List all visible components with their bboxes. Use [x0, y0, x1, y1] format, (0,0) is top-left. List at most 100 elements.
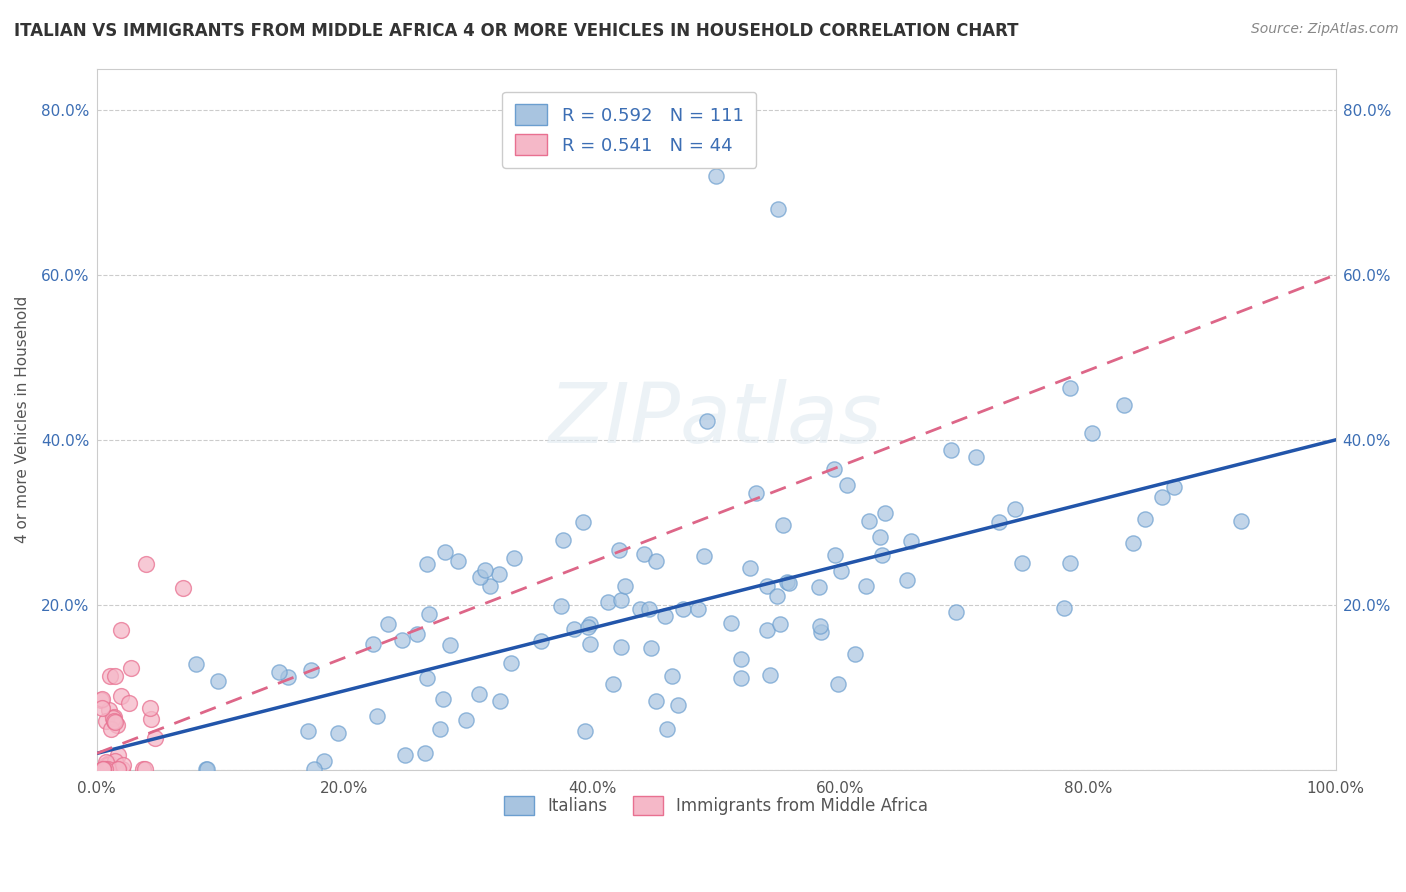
Point — [98, 703, 121, 717]
Point — [1081, 426, 1104, 441]
Point — [103, 710, 125, 724]
Point — [474, 563, 496, 577]
Point — [107, 747, 129, 762]
Point — [1053, 600, 1076, 615]
Point — [824, 548, 846, 562]
Point — [94, 714, 117, 728]
Point — [1133, 512, 1156, 526]
Point — [579, 637, 602, 651]
Point — [377, 616, 399, 631]
Point — [96, 762, 118, 776]
Point — [135, 557, 157, 571]
Point — [97, 757, 120, 772]
Point — [1122, 536, 1144, 550]
Point — [530, 633, 553, 648]
Point — [696, 414, 718, 428]
Point — [118, 696, 141, 710]
Point — [406, 626, 429, 640]
Point — [326, 726, 349, 740]
Point — [100, 723, 122, 737]
Point — [551, 533, 574, 548]
Point — [745, 485, 768, 500]
Point — [111, 762, 134, 776]
Point — [413, 746, 436, 760]
Text: ITALIAN VS IMMIGRANTS FROM MIDDLE AFRICA 4 OR MORE VEHICLES IN HOUSEHOLD CORRELA: ITALIAN VS IMMIGRANTS FROM MIDDLE AFRICA… — [14, 22, 1018, 40]
Point — [720, 615, 742, 630]
Point — [807, 580, 830, 594]
Legend: Italians, Immigrants from Middle Africa: Italians, Immigrants from Middle Africa — [494, 786, 938, 825]
Point — [1150, 490, 1173, 504]
Point — [91, 762, 114, 776]
Point — [145, 731, 167, 746]
Point — [602, 677, 624, 691]
Point — [1059, 381, 1081, 395]
Point — [759, 668, 782, 682]
Point — [101, 711, 124, 725]
Point — [488, 566, 510, 581]
Point — [645, 693, 668, 707]
Point — [107, 762, 129, 776]
Point — [637, 602, 659, 616]
Point — [269, 665, 291, 679]
Point — [1004, 501, 1026, 516]
Point — [827, 677, 849, 691]
Point — [704, 169, 727, 183]
Point — [609, 592, 631, 607]
Point — [110, 623, 132, 637]
Point — [607, 542, 630, 557]
Point — [855, 579, 877, 593]
Point — [808, 618, 831, 632]
Point — [478, 579, 501, 593]
Point — [429, 722, 451, 736]
Point — [645, 554, 668, 568]
Point — [415, 671, 437, 685]
Point — [277, 669, 299, 683]
Point — [439, 638, 461, 652]
Point — [120, 661, 142, 675]
Point — [195, 762, 218, 776]
Y-axis label: 4 or more Vehicles in Household: 4 or more Vehicles in Household — [15, 295, 30, 543]
Point — [195, 762, 218, 776]
Point — [610, 640, 633, 654]
Point — [489, 694, 512, 708]
Point — [304, 762, 326, 776]
Point — [740, 561, 762, 575]
Point — [896, 573, 918, 587]
Point — [104, 754, 127, 768]
Point — [844, 648, 866, 662]
Point — [299, 663, 322, 677]
Point — [433, 545, 456, 559]
Point — [361, 637, 384, 651]
Point — [91, 762, 114, 776]
Point — [1059, 556, 1081, 570]
Point — [640, 640, 662, 655]
Point — [105, 718, 128, 732]
Point — [766, 202, 789, 216]
Point — [91, 762, 114, 776]
Point — [1112, 399, 1135, 413]
Point — [654, 609, 676, 624]
Point — [446, 554, 468, 568]
Point — [693, 549, 716, 563]
Point — [110, 689, 132, 703]
Point — [141, 712, 163, 726]
Point — [965, 450, 987, 464]
Point — [97, 762, 120, 776]
Point — [98, 669, 121, 683]
Point — [562, 622, 585, 636]
Point — [835, 477, 858, 491]
Point — [112, 757, 135, 772]
Point — [858, 514, 880, 528]
Point — [766, 589, 789, 603]
Point — [91, 691, 114, 706]
Point — [468, 687, 491, 701]
Point — [873, 506, 896, 520]
Point — [830, 564, 852, 578]
Point — [103, 714, 125, 729]
Point — [576, 620, 599, 634]
Point — [1230, 514, 1253, 528]
Point — [688, 601, 710, 615]
Point — [394, 748, 416, 763]
Point — [1163, 480, 1185, 494]
Point — [772, 517, 794, 532]
